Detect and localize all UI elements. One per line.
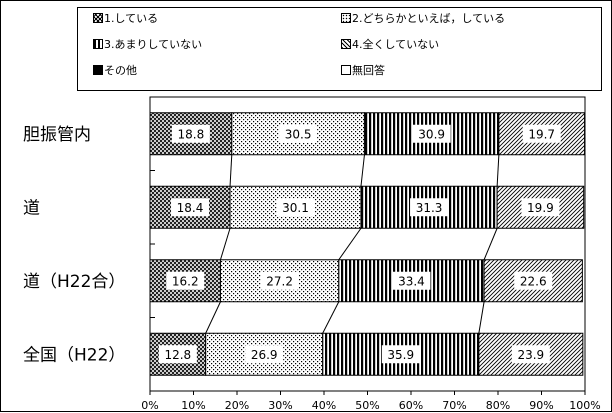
- data-label-box: [511, 345, 550, 364]
- series-line: [219, 228, 231, 260]
- data-label-box: [260, 271, 299, 290]
- data-label-box: [166, 271, 205, 290]
- x-tick-label: 30%: [268, 399, 292, 412]
- data-label-box: [514, 271, 553, 290]
- data-label-box: [392, 271, 431, 290]
- data-label-box: [171, 124, 210, 143]
- series-line: [205, 301, 221, 334]
- legend-label-1: 1.している: [104, 12, 159, 25]
- data-label: 16.2: [172, 274, 199, 288]
- data-label: 23.9: [517, 348, 544, 362]
- category-label: 道（H22合）: [23, 272, 125, 292]
- x-tick-label: 50%: [355, 399, 379, 412]
- legend-swatch-1: [93, 13, 103, 23]
- x-tick-label: 40%: [312, 399, 336, 412]
- legend-swatch-4: [341, 39, 351, 49]
- series-line: [478, 301, 485, 334]
- data-label-box: [171, 198, 210, 217]
- legend-label-4: 4.全くしていない: [352, 38, 440, 51]
- series-line: [483, 228, 498, 260]
- data-label: 22.6: [520, 274, 547, 288]
- legend: 1.している 2.どちらかといえば，している 3.あまりしていない 4.全くして…: [77, 7, 602, 91]
- x-tick-label: 70%: [442, 399, 466, 412]
- data-label: 30.9: [418, 127, 445, 141]
- category-label: 胆振管内: [23, 125, 91, 145]
- legend-item-1: 1.している: [93, 12, 158, 25]
- x-tick-label: 90%: [529, 399, 553, 412]
- legend-label-6: 無回答: [352, 64, 385, 77]
- series-line: [338, 227, 362, 261]
- data-label: 33.4: [398, 274, 425, 288]
- plot-area: 0% 10% 20% 30% 40% 50% 60% 70% 80% 90% 100% 胆振管内 18.…: [23, 96, 601, 412]
- data-label-box: [245, 345, 284, 364]
- legend-label-2: 2.どちらかといえば，している: [352, 12, 506, 25]
- legend-item-4: 4.全くしていない: [341, 38, 439, 51]
- series-line: [496, 154, 500, 187]
- data-label: 27.2: [266, 274, 293, 288]
- legend-item-3: 3.あまりしていない: [93, 38, 202, 51]
- legend-item-6: 無回答: [341, 64, 385, 77]
- data-label-box: [410, 198, 449, 217]
- category-label: 道: [23, 198, 40, 218]
- data-label-box: [412, 124, 451, 143]
- data-label: 30.5: [285, 127, 312, 141]
- data-label-box: [521, 198, 560, 217]
- data-label-box: [279, 124, 318, 143]
- data-label: 18.4: [177, 201, 204, 215]
- data-label: 26.9: [251, 348, 278, 362]
- series-line: [360, 154, 365, 187]
- data-label: 35.9: [387, 348, 414, 362]
- data-label-box: [522, 124, 561, 143]
- data-label: 30.1: [282, 201, 309, 215]
- data-label: 31.3: [416, 201, 443, 215]
- legend-item-5: その他: [93, 64, 137, 77]
- series-line: [322, 301, 340, 334]
- x-tick-label: 60%: [399, 399, 423, 412]
- category-label: 全国（H22）: [23, 345, 125, 365]
- x-tick-label: 100%: [569, 399, 600, 412]
- x-tick-label: 10%: [181, 399, 205, 412]
- data-label-box: [276, 198, 315, 217]
- x-tick-label: 0%: [141, 399, 158, 412]
- data-label: 19.9: [527, 201, 554, 215]
- data-label-box: [158, 345, 197, 364]
- data-label: 18.8: [178, 127, 205, 141]
- series-line: [229, 154, 233, 187]
- legend-swatch-2: [341, 13, 351, 23]
- data-label-box: [381, 345, 420, 364]
- legend-label-5: その他: [104, 64, 137, 77]
- x-tick-label: 20%: [225, 399, 249, 412]
- data-label: 12.8: [164, 348, 191, 362]
- legend-swatch-3: [93, 39, 103, 49]
- x-tick-label: 80%: [486, 399, 510, 412]
- legend-swatch-5: [93, 65, 103, 75]
- legend-label-3: 3.あまりしていない: [104, 38, 203, 51]
- legend-swatch-6: [341, 65, 351, 75]
- legend-item-2: 2.どちらかといえば，している: [341, 12, 505, 25]
- data-label: 19.7: [528, 127, 555, 141]
